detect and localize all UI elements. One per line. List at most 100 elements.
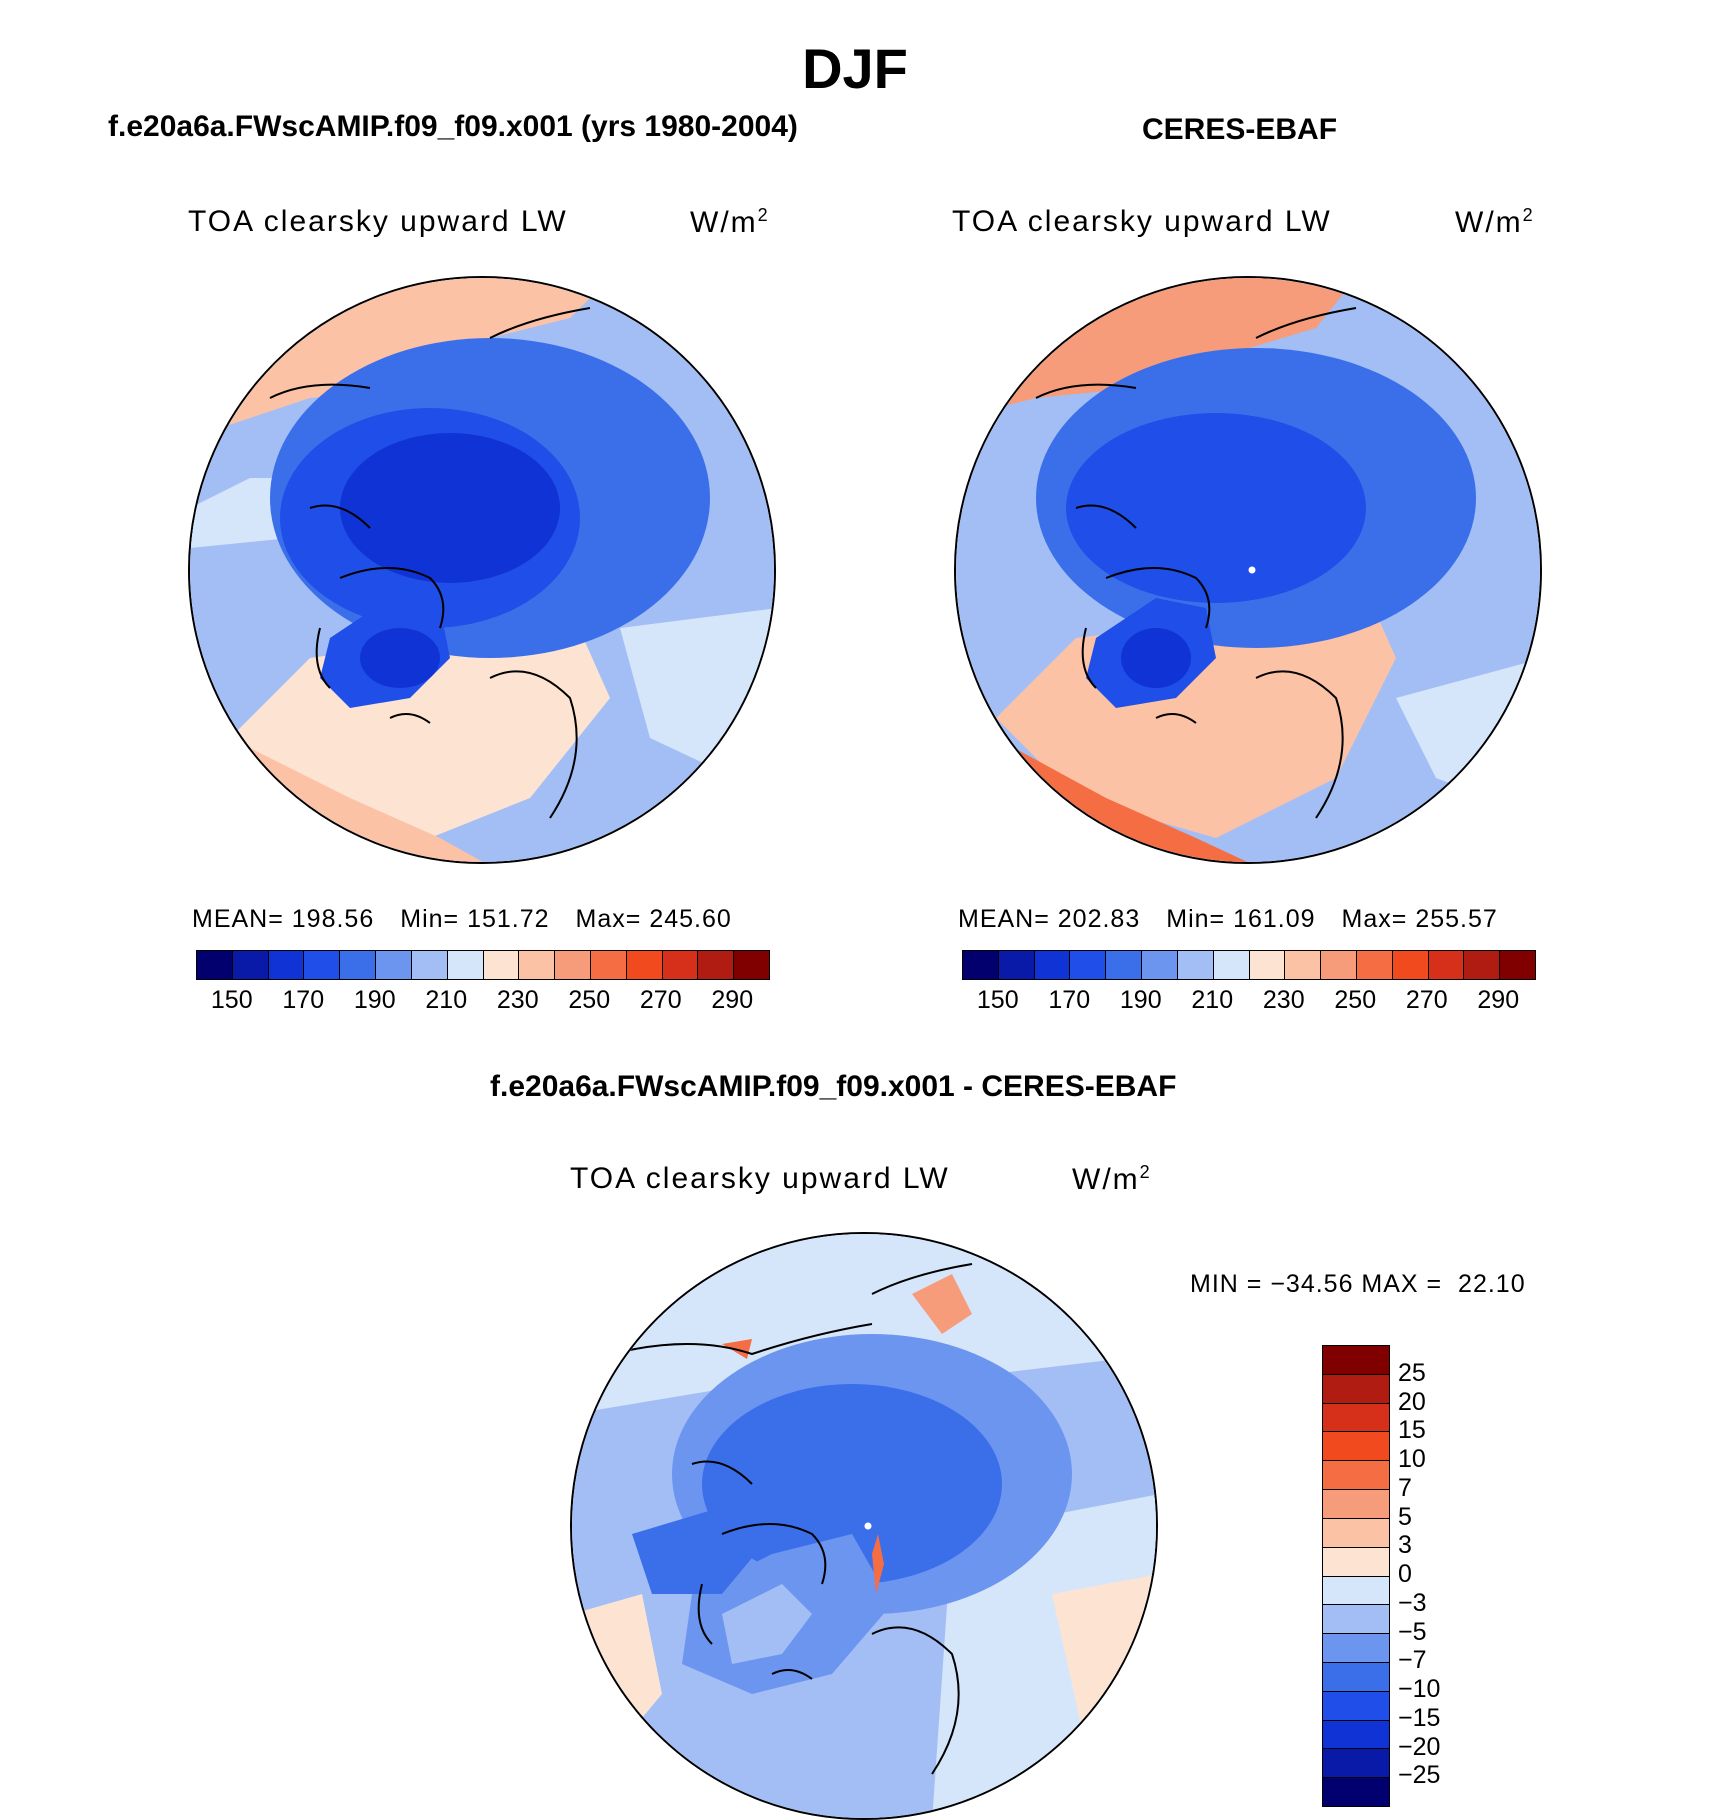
model-max: Max= 245.60 (575, 905, 732, 933)
colorbar-swatch (1323, 1605, 1389, 1635)
colorbar-tick-label: −7 (1398, 1646, 1427, 1675)
obs-panel-title: CERES-EBAF (1142, 113, 1338, 146)
colorbar-swatch (1213, 951, 1250, 979)
diff-colorbar-ticks: 25 20 15 10 7 5 3 0 −3 −5 −7 −10 −15 −20 −25 (1398, 1345, 1488, 1805)
colorbar-swatch (1323, 1403, 1389, 1433)
diff-panel-title: f.e20a6a.FWscAMIP.f09_f09.x001 - CERES-E… (490, 1070, 1177, 1103)
diff-variable-label: TOA clearsky upward LW (570, 1162, 950, 1195)
colorbar-swatch (1323, 1518, 1389, 1548)
obs-stats: MEAN= 202.83 Min= 161.09 Max= 255.57 (958, 905, 1524, 934)
obs-polar-map (954, 276, 1542, 864)
colorbar-swatch (1323, 1346, 1389, 1375)
colorbar-swatch (1356, 951, 1393, 979)
colorbar-tick-label: 15 (1398, 1416, 1426, 1445)
model-polar-map (188, 276, 776, 864)
colorbar-swatch (698, 951, 735, 979)
colorbar-tick-label: −5 (1398, 1617, 1427, 1646)
colorbar-tick-label: −20 (1398, 1732, 1441, 1761)
colorbar-tick-label: 250 (568, 986, 611, 1014)
model-variable-label: TOA clearsky upward LW (188, 205, 568, 238)
diff-min-max: MIN = −34.56 MAX = 22.10 (1190, 1270, 1526, 1298)
obs-colorbar-ticks: 150 170 190 210 230 250 270 290 (962, 986, 1534, 1016)
obs-map-field (956, 278, 1540, 862)
colorbar-swatch (268, 951, 305, 979)
season-title: DJF (802, 37, 908, 100)
colorbar-tick-label: 7 (1398, 1473, 1412, 1502)
model-panel-title: f.e20a6a.FWscAMIP.f09_f09.x001 (yrs 1980… (108, 110, 798, 143)
colorbar-tick-label: 210 (425, 986, 468, 1014)
model-colorbar (196, 950, 770, 980)
colorbar-tick-label: 0 (1398, 1560, 1412, 1588)
colorbar-tick-label: 25 (1398, 1358, 1426, 1387)
colorbar-swatch (1323, 1662, 1389, 1692)
colorbar-swatch (662, 951, 699, 979)
colorbar-tick-label: 20 (1398, 1387, 1426, 1416)
colorbar-swatch (1142, 951, 1178, 979)
colorbar-swatch (340, 951, 377, 979)
colorbar-swatch (1323, 1576, 1389, 1606)
obs-max: Max= 255.57 (1341, 905, 1498, 933)
colorbar-tick-label: 150 (210, 986, 253, 1014)
colorbar-tick-label: 230 (496, 986, 539, 1014)
colorbar-swatch (590, 951, 627, 979)
colorbar-tick-label: 5 (1398, 1502, 1412, 1531)
obs-min: Min= 161.09 (1166, 905, 1316, 933)
colorbar-swatch (1177, 951, 1214, 979)
colorbar-tick-label: 230 (1262, 986, 1305, 1014)
colorbar-tick-label: 210 (1191, 986, 1234, 1014)
model-mean: MEAN= 198.56 (192, 905, 375, 933)
colorbar-swatch (998, 951, 1035, 979)
colorbar-tick-label: 290 (1477, 986, 1520, 1014)
model-stats: MEAN= 198.56 Min= 151.72 Max= 245.60 (192, 905, 758, 934)
colorbar-swatch (1500, 951, 1535, 979)
model-map-field (190, 278, 774, 862)
colorbar-tick-label: 290 (711, 986, 754, 1014)
colorbar-tick-label: 10 (1398, 1445, 1426, 1473)
colorbar-swatch (1285, 951, 1322, 979)
colorbar-swatch (1392, 951, 1429, 979)
colorbar-swatch (232, 951, 269, 979)
colorbar-tick-label: 170 (282, 986, 325, 1014)
colorbar-swatch (447, 951, 484, 979)
colorbar-swatch (1323, 1691, 1389, 1721)
colorbar-swatch (1323, 1374, 1389, 1404)
colorbar-swatch (411, 951, 448, 979)
colorbar-swatch (555, 951, 591, 979)
model-min: Min= 151.72 (400, 905, 550, 933)
colorbar-swatch (1323, 1749, 1389, 1779)
obs-variable-label: TOA clearsky upward LW (952, 205, 1332, 238)
colorbar-swatch (1323, 1634, 1389, 1663)
colorbar-swatch (197, 951, 233, 979)
colorbar-swatch (1428, 951, 1465, 979)
colorbar-tick-label: 270 (1405, 986, 1448, 1014)
colorbar-swatch (483, 951, 520, 979)
colorbar-swatch (1323, 1490, 1389, 1519)
colorbar-swatch (1070, 951, 1107, 979)
colorbar-swatch (519, 951, 556, 979)
colorbar-swatch (376, 951, 412, 979)
colorbar-tick-label: 170 (1048, 986, 1091, 1014)
diff-map-field (572, 1234, 1156, 1818)
colorbar-tick-label: 250 (1334, 986, 1377, 1014)
obs-mean: MEAN= 202.83 (958, 905, 1141, 933)
diff-unit-label: W/m2 (1072, 1162, 1152, 1196)
colorbar-swatch (734, 951, 769, 979)
colorbar-tick-label: 270 (639, 986, 682, 1014)
colorbar-swatch (1249, 951, 1286, 979)
colorbar-tick-label: −25 (1398, 1761, 1441, 1790)
colorbar-swatch (1106, 951, 1143, 979)
colorbar-swatch (1034, 951, 1071, 979)
colorbar-tick-label: 3 (1398, 1531, 1412, 1560)
colorbar-swatch (304, 951, 341, 979)
colorbar-tick-label: −3 (1398, 1588, 1427, 1617)
colorbar-tick-label: 190 (1119, 986, 1162, 1014)
colorbar-swatch (1464, 951, 1501, 979)
diff-polar-map (570, 1232, 1158, 1820)
colorbar-swatch (1323, 1778, 1389, 1806)
colorbar-swatch (1323, 1547, 1389, 1577)
colorbar-swatch (626, 951, 663, 979)
diff-colorbar (1322, 1345, 1390, 1807)
model-unit-label: W/m2 (690, 205, 770, 239)
colorbar-swatch (963, 951, 999, 979)
colorbar-swatch (1321, 951, 1357, 979)
